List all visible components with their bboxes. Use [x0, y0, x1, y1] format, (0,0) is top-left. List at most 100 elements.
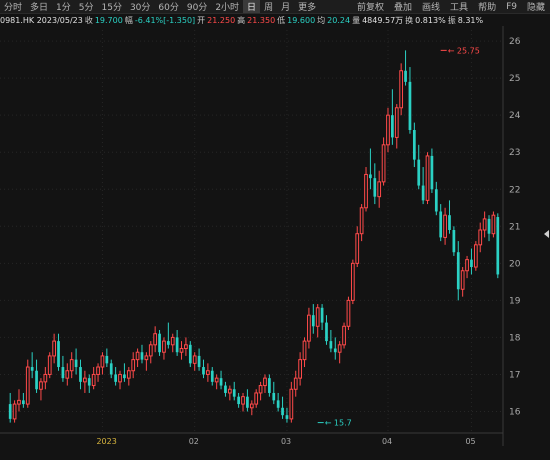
period-tab[interactable]: 15分: [101, 3, 122, 13]
candle-body-down: [109, 363, 113, 375]
candle-body-down: [123, 374, 126, 379]
period-tab[interactable]: 5分: [78, 3, 94, 13]
period-tab[interactable]: 月: [281, 3, 291, 13]
candle-body-up: [153, 333, 158, 346]
candle-body-up: [83, 377, 87, 383]
candle-body-up: [364, 173, 368, 209]
low-value: 19.600: [287, 15, 316, 25]
candle-body-down: [79, 367, 82, 382]
candle-body-down: [369, 174, 372, 179]
period-tab[interactable]: 分时: [4, 3, 23, 13]
candle-body-down: [202, 367, 205, 375]
candle-body-down: [456, 252, 460, 290]
candle-body-down: [281, 407, 284, 416]
low-label: 低: [277, 15, 286, 25]
candle-body-up: [293, 377, 298, 390]
tool-menu-item[interactable]: 画线: [417, 0, 445, 13]
candle-body-down: [232, 389, 236, 397]
candle-body-up: [214, 377, 219, 383]
tool-menu-item[interactable]: F9: [501, 0, 522, 13]
period-tab[interactable]: 2小时: [215, 3, 240, 13]
turnover-label: 换: [405, 15, 414, 25]
tool-menu-label: F9: [506, 1, 517, 12]
period-tab[interactable]: 60分: [158, 3, 179, 13]
y-tick-label: 18: [509, 333, 521, 343]
candle-body-up: [443, 214, 447, 238]
candle-body-up: [162, 340, 166, 353]
candle-body-up: [399, 70, 404, 109]
candle-body-up: [482, 218, 487, 231]
period-tab[interactable]: 更多: [298, 3, 317, 13]
candle-body-down: [430, 155, 434, 190]
candle-body-up: [394, 107, 399, 138]
high-label: 高: [237, 15, 246, 25]
candle-body-up: [342, 325, 346, 346]
candle-body-up: [478, 229, 483, 246]
candle-body-down: [114, 374, 117, 382]
candle-body-down: [57, 341, 60, 368]
candle-body-down: [268, 378, 271, 393]
candlestick-chart[interactable]: 16 17 18 19 20 21 22 23 24 25 26 2023 02 03 04 05 ← 25.7…: [0, 26, 550, 456]
candle-body-down: [285, 415, 289, 419]
tool-menu-item[interactable]: 工具: [445, 0, 473, 13]
tool-menu-label: 画线: [422, 3, 441, 13]
candle-body-up: [227, 388, 232, 394]
period-tab[interactable]: 日: [243, 0, 261, 13]
candle-body-down: [439, 211, 443, 238]
period-tab[interactable]: 30分: [129, 3, 151, 13]
amplitude-label: 振: [447, 15, 456, 25]
candle-body-up: [126, 370, 131, 379]
tool-menu-item[interactable]: 叠加: [389, 0, 417, 13]
candle-body-up: [249, 403, 254, 409]
candle-body-up: [346, 299, 351, 327]
candle-body-up: [359, 207, 364, 235]
change-value: -6.41%[-1.350]: [134, 15, 196, 25]
candle-body-up: [298, 359, 302, 379]
candle-body-down: [22, 400, 25, 405]
candle-body-down: [35, 370, 38, 390]
candle-body-down: [210, 370, 214, 382]
candle-body-up: [65, 370, 70, 379]
tool-menu-item[interactable]: 前复权: [352, 0, 389, 13]
tool-menu-item[interactable]: 帮助: [473, 0, 501, 13]
candle-body-down: [74, 359, 78, 368]
candle-body-down: [175, 337, 179, 353]
candle-body-down: [219, 378, 223, 386]
candle-body-up: [254, 392, 259, 405]
candle-body-up: [425, 155, 430, 201]
y-tick-label: 16: [509, 407, 521, 417]
candle-body-down: [224, 385, 227, 393]
candle-body-down: [412, 130, 416, 160]
candle-body-up: [315, 307, 320, 327]
min-price-label: ← 15.7: [325, 419, 352, 428]
candle-body-down: [158, 333, 161, 353]
period-tab[interactable]: 多日: [30, 3, 49, 13]
period-tab[interactable]: 周: [264, 3, 274, 13]
candle-body-up: [52, 340, 56, 357]
y-tick-label: 26: [509, 37, 521, 47]
candle-body-down: [329, 341, 333, 349]
expand-panel-arrow-icon[interactable]: [544, 230, 549, 238]
period-tab[interactable]: 1分: [56, 3, 71, 13]
period-tab[interactable]: 90分: [186, 3, 208, 13]
candle-body-down: [470, 259, 473, 268]
candle-body-down: [417, 159, 421, 186]
max-price-label: ← 25.75: [448, 46, 480, 55]
candle-body-down: [320, 307, 324, 323]
change-label: 幅: [124, 15, 133, 25]
x-tick-label: 05: [465, 437, 475, 446]
candle-body-up: [192, 355, 197, 364]
tool-menu-item[interactable]: 隐藏: [522, 0, 550, 13]
chart-canvas[interactable]: 16 17 18 19 20 21 22 23 24 25 26 2023 02 03 04 05 ← 25.7…: [0, 26, 550, 456]
candle-body-down: [448, 215, 451, 230]
candle-body-up: [377, 181, 382, 198]
candle-body-up: [170, 336, 175, 346]
candle-body-up: [144, 355, 149, 361]
candle-body-down: [87, 378, 91, 386]
candle-body-up: [148, 344, 153, 357]
candle-body-up: [289, 388, 294, 420]
candle-body-down: [246, 396, 249, 408]
candle-body-up: [25, 366, 30, 405]
toolbar: 分时 多日 1分 5分 15分 30分 60分 90分 2小时日周月更多 前复权 叠加 画线 工具 帮助…: [0, 0, 550, 14]
candle-body-up: [473, 244, 478, 268]
